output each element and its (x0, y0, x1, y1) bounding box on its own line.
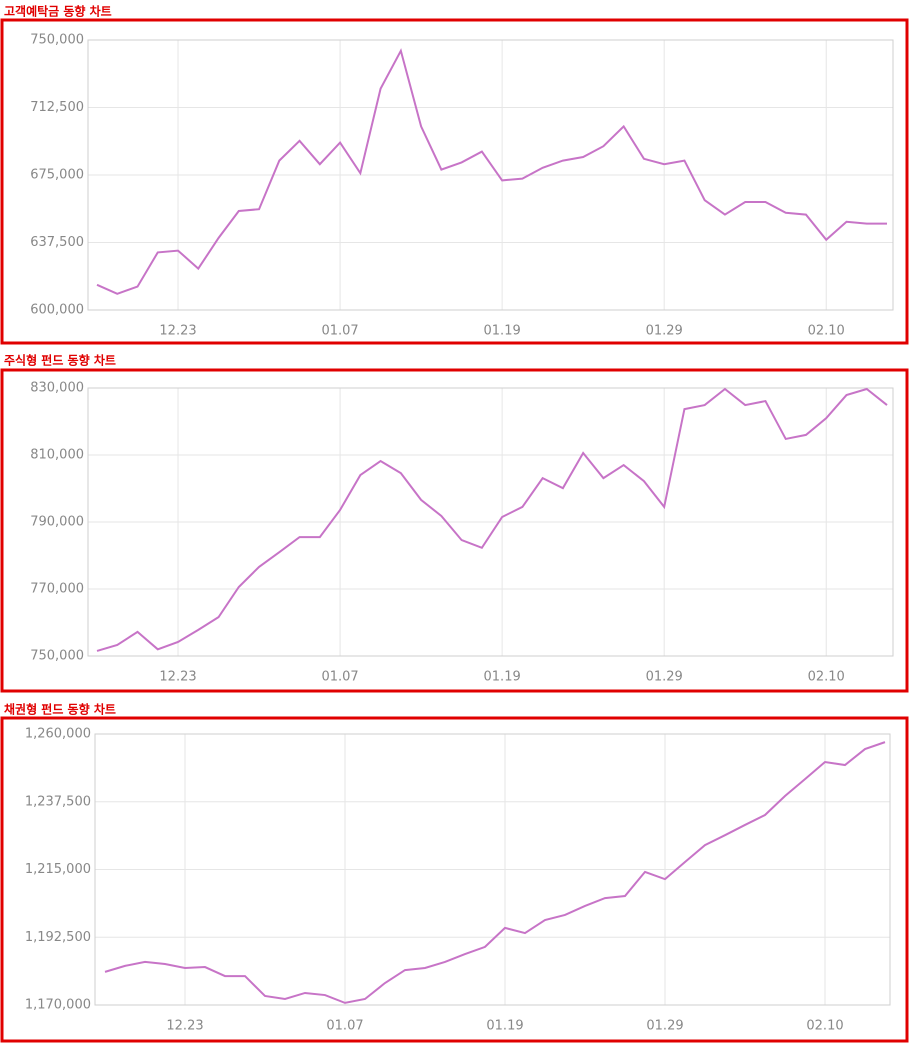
chart-title: 주식형 펀드 동향 차트 (4, 353, 116, 368)
x-tick-label: 01.19 (484, 670, 521, 685)
y-tick-label: 1,215,000 (25, 862, 91, 877)
y-tick-label: 830,000 (30, 381, 84, 396)
y-tick-label: 770,000 (30, 582, 84, 597)
line (104, 741, 886, 1004)
plot-frame (94, 733, 891, 1006)
x-tick-label: 12.23 (166, 1019, 203, 1034)
y-tick-label: 790,000 (30, 515, 84, 530)
plot-frame (87, 39, 894, 311)
x-tick-label: 01.19 (486, 1019, 523, 1034)
chart-title: 고객예탁금 동향 차트 (4, 4, 112, 19)
y-tick-label: 1,192,500 (25, 930, 91, 945)
y-tick-label: 1,170,000 (25, 998, 91, 1013)
x-tick-label: 12.23 (159, 670, 196, 685)
chart-title: 채권형 펀드 동향 차트 (4, 702, 116, 717)
line (96, 387, 888, 652)
x-tick-label: 02.10 (808, 324, 845, 339)
chart-frame (0, 368, 909, 693)
x-tick-label: 01.07 (321, 670, 358, 685)
chart-frame (0, 18, 909, 345)
y-tick-label: 810,000 (30, 448, 84, 463)
x-tick-label: 02.10 (806, 1019, 843, 1034)
y-tick-label: 637,500 (30, 235, 84, 250)
plot-frame (87, 387, 894, 657)
x-tick-label: 12.23 (159, 324, 196, 339)
y-tick-label: 712,500 (30, 100, 84, 115)
line (96, 48, 887, 295)
x-tick-label: 01.29 (646, 324, 683, 339)
x-tick-label: 01.29 (646, 1019, 683, 1034)
x-tick-label: 01.07 (326, 1019, 363, 1034)
x-tick-label: 01.19 (484, 324, 521, 339)
chart-frame (0, 716, 909, 1043)
y-tick-label: 750,000 (30, 33, 84, 48)
y-tick-label: 1,237,500 (25, 794, 91, 809)
y-tick-label: 750,000 (30, 649, 84, 664)
x-tick-label: 02.10 (808, 670, 845, 685)
y-tick-label: 1,260,000 (25, 727, 91, 742)
y-tick-label: 600,000 (30, 303, 84, 318)
x-tick-label: 01.07 (321, 324, 358, 339)
y-tick-label: 675,000 (30, 168, 84, 183)
x-tick-label: 01.29 (646, 670, 683, 685)
